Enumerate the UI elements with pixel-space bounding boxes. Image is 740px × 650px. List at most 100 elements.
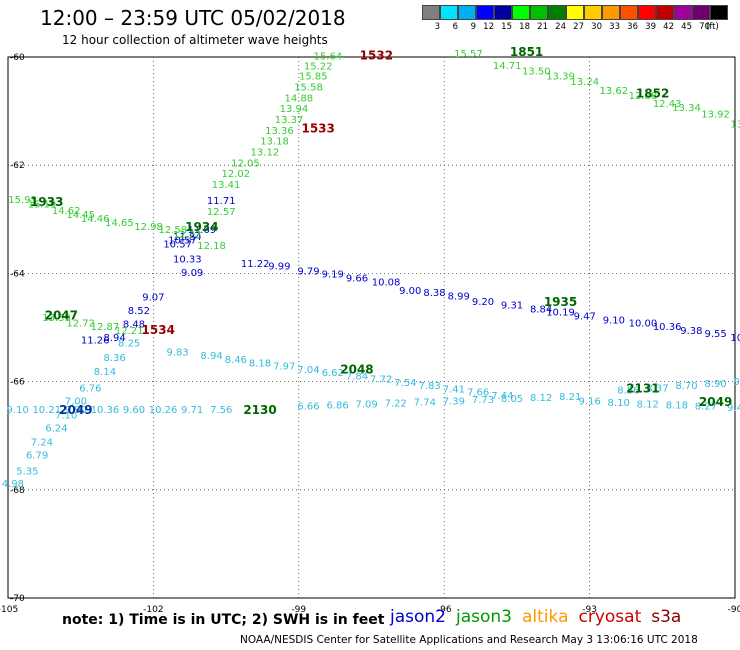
wave-height-value: 7.73 <box>472 395 494 406</box>
wave-height-value: 12.05 <box>231 158 260 169</box>
color-scale-tick: 9 <box>470 22 476 32</box>
wave-height-value: 13.37 <box>275 115 304 126</box>
pass-time-label: 1533 <box>301 122 334 136</box>
lon-tick-label: -99 <box>291 605 306 615</box>
wave-height-value: 8.37 <box>646 383 668 394</box>
wave-height-value: 7.44 <box>491 391 513 402</box>
color-scale-swatch <box>548 5 566 20</box>
wave-height-value: 9.05 <box>734 377 740 388</box>
wave-height-value: 9.99 <box>268 262 290 273</box>
color-scale-tick: 12 <box>483 22 494 32</box>
color-scale-tick: 42 <box>663 22 674 32</box>
color-scale-swatch <box>674 5 692 20</box>
wave-height-value: 9.38 <box>680 326 702 337</box>
wave-height-value: 13.36 <box>265 126 294 137</box>
wave-height-value: 13.93 <box>730 119 740 130</box>
wave-height-value: 7.54 <box>394 378 416 389</box>
color-scale-swatch <box>494 5 512 20</box>
wave-height-value: 8.99 <box>448 291 470 302</box>
wave-height-value: 7.56 <box>210 405 232 416</box>
wave-height-value: 13.18 <box>260 137 289 148</box>
wave-height-value: 8.70 <box>675 381 697 392</box>
color-scale-tick: 24 <box>555 22 566 32</box>
wave-height-value: 12.88 <box>629 91 658 102</box>
wave-height-value: 9.83 <box>167 348 189 359</box>
wave-height-value: 8.12 <box>637 400 659 411</box>
wave-height-value: 10.19 <box>546 308 575 319</box>
wave-height-value: 8.38 <box>423 288 445 299</box>
color-scale-unit: (ft) <box>706 22 719 32</box>
wave-height-value: 9.79 <box>297 266 319 277</box>
color-scale-swatch <box>602 5 620 20</box>
wave-height-value: 9.60 <box>123 405 145 416</box>
wave-height-value: 6.86 <box>326 401 348 412</box>
color-scale-tick: 15 <box>501 22 512 32</box>
wave-height-value: 13.24 <box>570 77 599 88</box>
wave-height-value: 13.50 <box>522 66 551 77</box>
wave-height-value: 6.66 <box>297 402 319 413</box>
wave-height-value: 7.66 <box>467 388 489 399</box>
color-scale-swatch <box>638 5 656 20</box>
wave-height-value: 10.26 <box>149 405 178 416</box>
lon-tick-label: -90 <box>728 605 740 615</box>
color-scale-swatch <box>584 5 602 20</box>
wave-height-value: 9.90 <box>65 405 87 416</box>
chart-subtitle: 12 hour collection of altimeter wave hei… <box>62 33 328 47</box>
wave-height-value: 12.98 <box>134 222 163 233</box>
wave-height-value: 12.21 <box>115 326 144 337</box>
color-scale-tick: 21 <box>537 22 548 32</box>
color-scale-swatch <box>710 5 728 20</box>
color-scale-tick: 27 <box>573 22 584 32</box>
wave-height-value: 11.71 <box>207 196 236 207</box>
wave-height-value: 8.94 <box>103 333 125 344</box>
pass-time-label: 2048 <box>340 362 373 376</box>
wave-height-value: 12.02 <box>221 169 250 180</box>
wave-height-value: 14.88 <box>284 93 313 104</box>
chart-title: 12:00 – 23:59 UTC 05/02/2018 <box>40 6 346 30</box>
wave-height-value: 10.36 <box>91 405 120 416</box>
wave-height-value: 9.19 <box>322 270 344 281</box>
lat-tick-label: -70 <box>10 594 25 604</box>
wave-height-value: 15.19 <box>28 199 57 210</box>
wave-height-value: 8.14 <box>94 367 116 378</box>
wave-height-value: 8.48 <box>123 320 145 331</box>
wave-height-value: 11.69 <box>188 225 217 236</box>
satellite-jason2: jason2 <box>390 607 446 627</box>
wave-height-value: 6.62 <box>322 368 344 379</box>
pass-time-label: 2049 <box>699 395 732 409</box>
wave-height-value: 9.07 <box>142 292 164 303</box>
wave-height-value: 9.4 <box>727 403 740 414</box>
wave-height-value: 8.94 <box>200 351 222 362</box>
wave-height-value: 7.83 <box>419 381 441 392</box>
lat-tick-label: -66 <box>10 378 25 388</box>
wave-height-value: 7.97 <box>273 362 295 373</box>
wave-height-value: 7.04 <box>297 365 319 376</box>
wave-height-value: 8.84 <box>530 304 552 315</box>
wave-height-value: 14.65 <box>105 218 134 229</box>
wave-height-value: 13.41 <box>212 180 241 191</box>
lon-tick-label: -93 <box>582 605 597 615</box>
pass-time-label: 2049 <box>59 403 92 417</box>
color-scale-tick: 33 <box>609 22 620 32</box>
satellite-s3a: s3a <box>651 607 682 627</box>
wave-height-value: 14.62 <box>52 206 81 217</box>
wave-height-value: 9.31 <box>501 301 523 312</box>
pass-time-label: 2047 <box>45 308 78 322</box>
satellite-altika: altika <box>522 607 569 627</box>
wave-height-value: 10.57 <box>168 236 197 247</box>
color-scale-swatch <box>530 5 548 20</box>
wave-height-value: 10.42 <box>730 333 740 344</box>
satellite-jason3: jason3 <box>456 607 512 627</box>
wave-height-value: 8.90 <box>704 379 726 390</box>
wave-height-value: 7.84 <box>346 371 368 382</box>
wave-height-value: 15.85 <box>299 72 328 83</box>
wave-height-value: 9.09 <box>181 268 203 279</box>
color-scale-swatch <box>440 5 458 20</box>
wave-height-value: 5.35 <box>16 467 38 478</box>
color-scale-tick: 6 <box>452 22 458 32</box>
wave-height-value: 9.10 <box>603 316 625 327</box>
color-scale-tick: 18 <box>519 22 530 32</box>
wave-height-value: 8.10 <box>608 398 630 409</box>
wave-height-value: 4.98 <box>2 479 24 490</box>
